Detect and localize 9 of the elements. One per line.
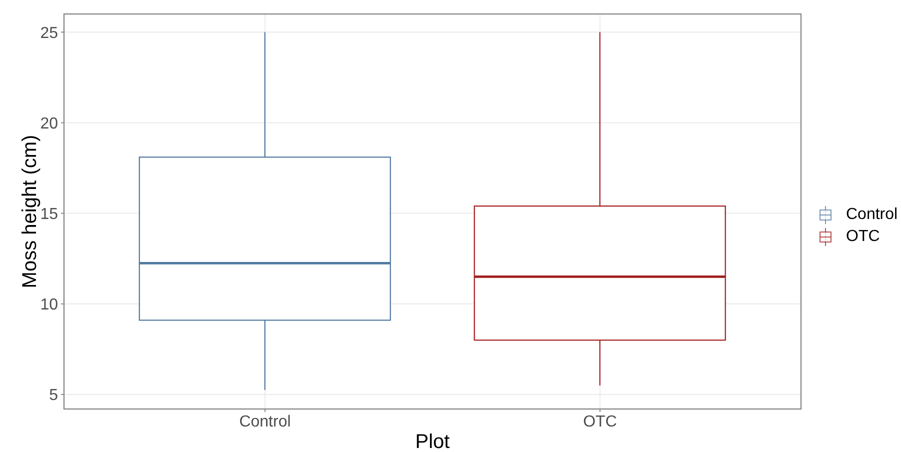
x-axis-title: Plot	[415, 431, 450, 452]
y-tick-label: 15	[40, 206, 58, 223]
y-tick-label: 5	[49, 387, 58, 404]
y-tick-label: 20	[40, 115, 58, 132]
legend-label: OTC	[846, 228, 880, 246]
y-tick-label: 10	[40, 296, 58, 314]
legend-label: Control	[846, 206, 898, 224]
y-axis-title: Moss height (cm)	[19, 134, 41, 288]
y-tick-label: 25	[40, 24, 58, 42]
